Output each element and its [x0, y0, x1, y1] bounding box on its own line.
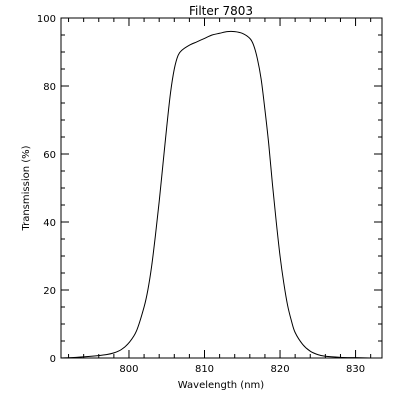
y-axis-label: Transmission (%) [21, 145, 32, 231]
x-tick-label: 800 [119, 364, 138, 375]
y-axis-ticks [61, 17, 382, 359]
x-tick-label: 810 [195, 364, 214, 375]
y-tick-label: 40 [43, 218, 56, 229]
y-tick-label: 100 [37, 14, 56, 25]
x-tick-label: 830 [346, 364, 365, 375]
x-axis-ticks [68, 18, 372, 358]
y-tick-label: 80 [43, 82, 56, 93]
y-tick-label: 60 [43, 150, 56, 161]
y-tick-label: 20 [43, 286, 56, 297]
x-axis-label: Wavelength (nm) [178, 380, 264, 391]
x-tick-label: 820 [270, 364, 289, 375]
chart-title: Filter 7803 [189, 4, 253, 18]
x-axis-tick-labels: 800 810 820 830 [119, 364, 365, 375]
y-tick-label: 0 [50, 354, 56, 365]
transmission-curve [60, 30, 383, 359]
plot-frame [60, 17, 383, 359]
y-axis-tick-labels: 0 20 40 60 80 100 [37, 14, 56, 365]
